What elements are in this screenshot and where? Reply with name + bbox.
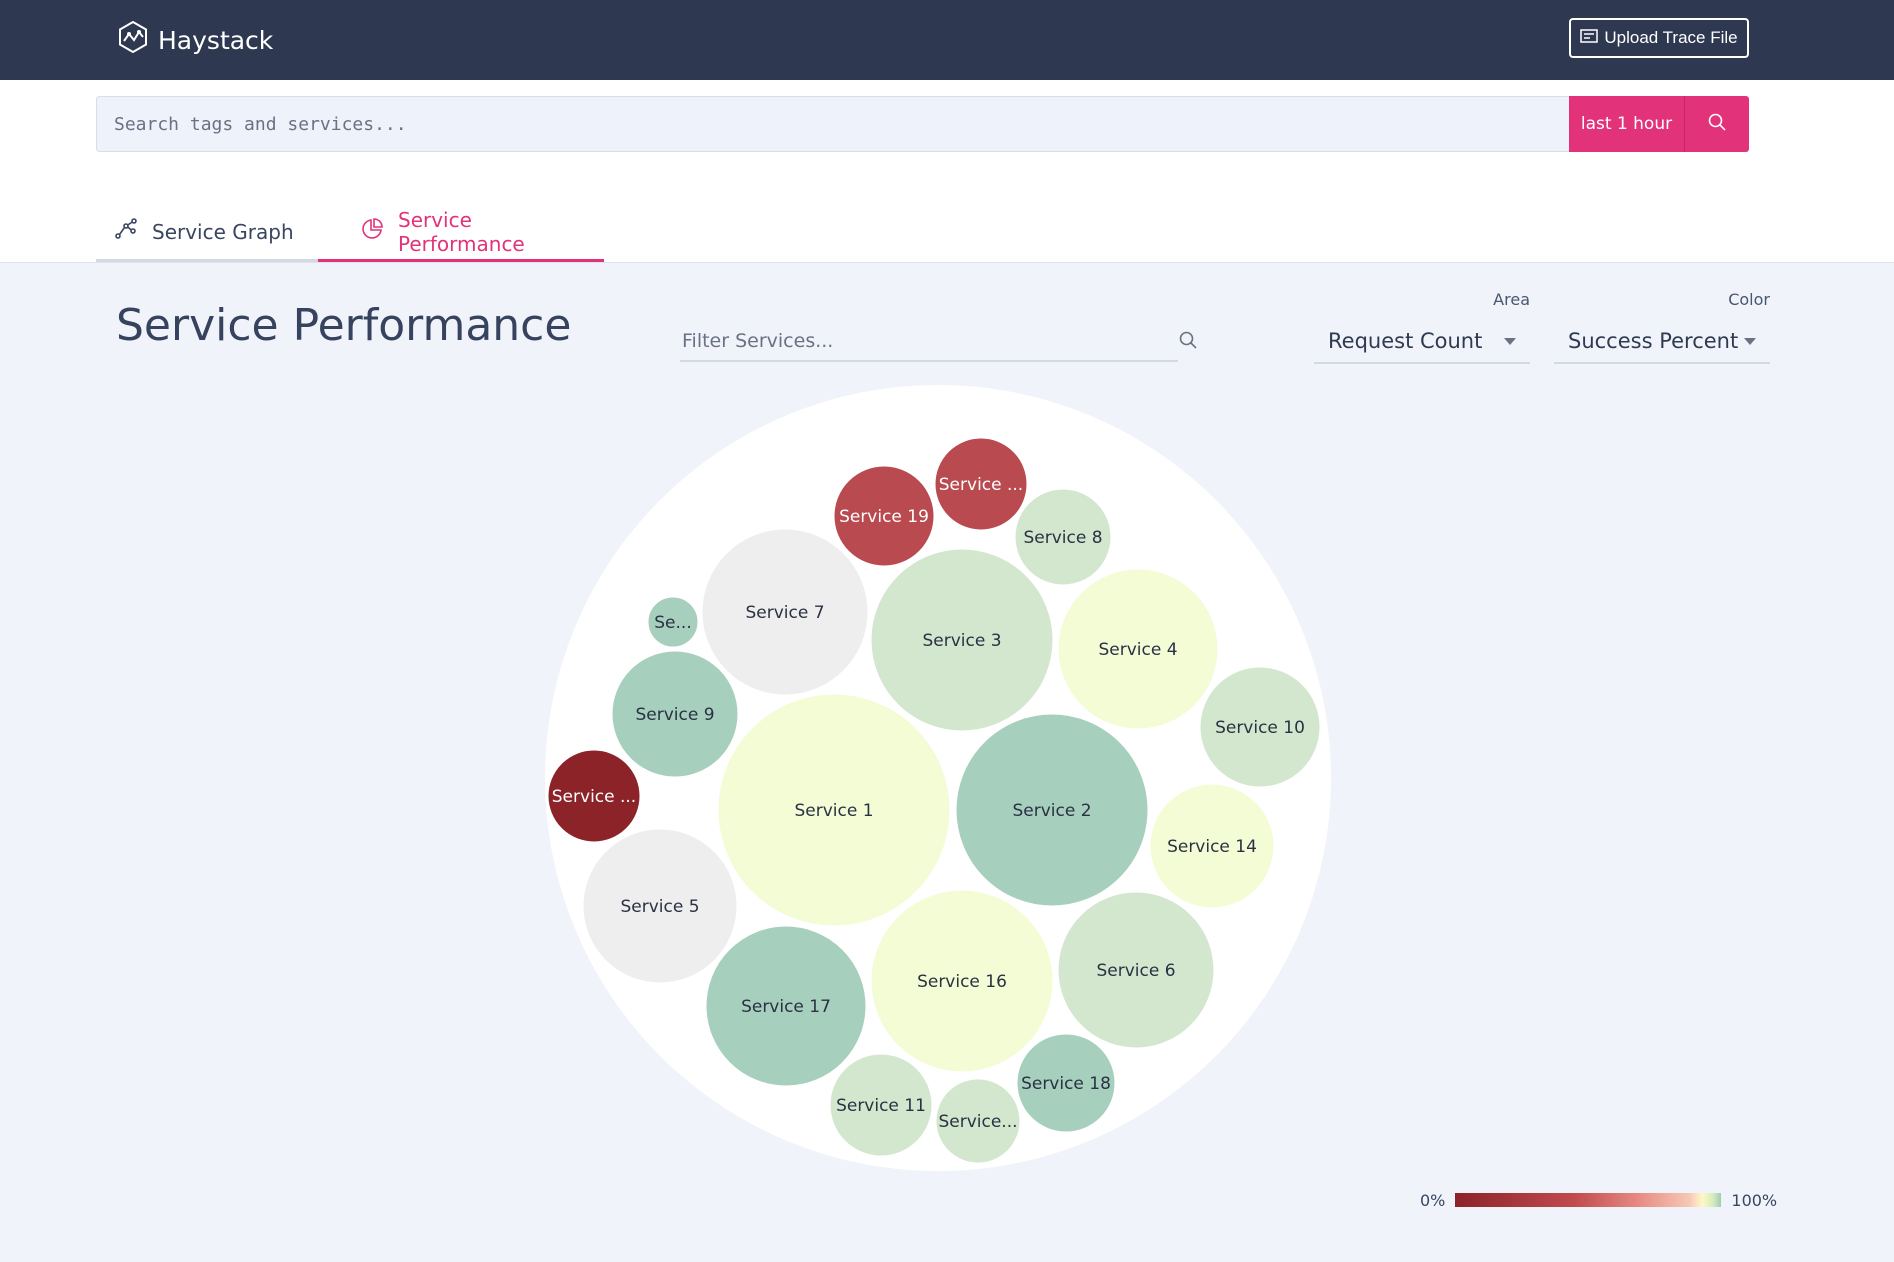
service-bubble-circle[interactable]	[870, 889, 1054, 1073]
universal-search-bar: last 1 hour	[96, 96, 1749, 152]
filter-services-input[interactable]	[680, 320, 1124, 362]
service-bubble-label: Service 10	[1215, 718, 1305, 738]
tab-service-performance[interactable]: Service Performance	[318, 204, 604, 262]
service-bubble[interactable]: Service 4	[1057, 568, 1219, 730]
haystack-logo-icon	[116, 20, 150, 60]
service-bubble[interactable]: Service 1	[717, 693, 951, 927]
search-submit-button[interactable]	[1685, 96, 1749, 152]
graph-icon	[114, 217, 138, 246]
legend-max-label: 100%	[1731, 1190, 1778, 1210]
service-bubble-label: Service 11	[836, 1096, 926, 1116]
service-bubble-label: Service 8	[1023, 528, 1102, 548]
filter-services	[680, 320, 1197, 362]
service-bubble-label: Service 16	[917, 972, 1007, 992]
service-bubble[interactable]: Service 7	[701, 528, 869, 696]
service-bubble-label: Service 7	[745, 603, 824, 623]
service-bubble-circle[interactable]	[870, 548, 1054, 732]
service-bubble-label: Service 18	[1021, 1074, 1111, 1094]
service-bubble-circle[interactable]	[705, 925, 867, 1087]
service-bubble-circle[interactable]	[1057, 891, 1215, 1049]
service-bubble[interactable]: Service 5	[582, 828, 738, 984]
service-bubble-label: Service 4	[1098, 640, 1177, 660]
service-bubble-circle[interactable]	[582, 828, 738, 984]
service-bubble-circle[interactable]	[701, 528, 869, 696]
service-bubble-label: Service...	[938, 1112, 1017, 1132]
service-bubble-label: Service 6	[1096, 961, 1175, 981]
pie-chart-icon	[360, 217, 384, 246]
color-select-value: Success Percent	[1568, 329, 1739, 353]
service-bubble[interactable]: Service 3	[870, 548, 1054, 732]
area-select[interactable]: Request Count	[1314, 320, 1530, 364]
service-bubble-circle[interactable]	[547, 749, 641, 843]
service-bubble-label: Service ...	[552, 787, 636, 807]
service-bubble[interactable]: Service 18	[1016, 1033, 1116, 1133]
service-bubble-circle[interactable]	[611, 650, 739, 778]
color-select[interactable]: Success Percent	[1554, 320, 1770, 364]
area-select-group: Area Request Count	[1314, 290, 1530, 364]
service-bubble[interactable]: Service 17	[705, 925, 867, 1087]
search-icon	[1707, 112, 1727, 136]
service-bubble-label: Service 2	[1012, 801, 1091, 821]
service-bubble[interactable]: Service 6	[1057, 891, 1215, 1049]
service-bubble-circle[interactable]	[1199, 666, 1321, 788]
service-bubble[interactable]: Service 2	[955, 713, 1149, 907]
brand-logo[interactable]: Haystack	[116, 20, 273, 60]
chevron-down-icon	[1504, 337, 1516, 345]
service-bubble[interactable]: Service 16	[870, 889, 1054, 1073]
area-caption: Area	[1493, 290, 1530, 309]
time-range-button[interactable]: last 1 hour	[1569, 96, 1685, 152]
service-bubble-circle[interactable]	[1014, 488, 1112, 586]
color-caption: Color	[1728, 290, 1770, 309]
service-bubble-label: Service 9	[635, 705, 714, 725]
service-bubble[interactable]: Service 14	[1149, 783, 1275, 909]
tab-service-performance-label: Service Performance	[398, 207, 525, 256]
brand-name: Haystack	[158, 25, 274, 55]
service-bubble-circle[interactable]	[1016, 1033, 1116, 1133]
service-bubble-circle[interactable]	[934, 437, 1028, 531]
service-bubble[interactable]: Service ...	[547, 749, 641, 843]
tab-service-graph[interactable]: Service Graph	[96, 204, 318, 262]
color-legend: 0% 100%	[1420, 1188, 1777, 1212]
service-bubble-label: Service 19	[839, 507, 929, 527]
service-bubble[interactable]: Service 8	[1014, 488, 1112, 586]
service-bubble-circle[interactable]	[955, 713, 1149, 907]
page-title: Service Performance	[116, 300, 572, 351]
search-input[interactable]	[97, 97, 1567, 151]
area-select-value: Request Count	[1328, 329, 1483, 353]
chevron-down-icon	[1744, 337, 1756, 345]
service-bubble-circle[interactable]	[1057, 568, 1219, 730]
service-bubble-label: Service 14	[1167, 837, 1257, 857]
upload-file-icon	[1580, 28, 1599, 48]
legend-min-label: 0%	[1420, 1190, 1446, 1210]
color-select-group: Color Success Percent	[1554, 290, 1770, 364]
service-bubble-circle[interactable]	[833, 465, 935, 567]
service-bubble[interactable]: Service 19	[833, 465, 935, 567]
service-bubble-label: Service 5	[620, 897, 699, 917]
service-bubble[interactable]: Service ...	[934, 437, 1028, 531]
service-bubble-circle[interactable]	[1149, 783, 1275, 909]
upload-trace-label: Upload Trace File	[1604, 28, 1738, 47]
service-bubble[interactable]: Service 10	[1199, 666, 1321, 788]
service-bubble-label: Service 17	[741, 997, 831, 1017]
legend-gradient-bar	[1455, 1193, 1722, 1207]
service-bubble[interactable]: Service 9	[611, 650, 739, 778]
search-band: last 1 hour Service Graph Service Perfor…	[0, 80, 1894, 263]
service-bubble[interactable]: Service...	[935, 1078, 1021, 1164]
service-bubble[interactable]: Service 11	[829, 1053, 933, 1157]
service-bubble-label: Service 3	[922, 631, 1001, 651]
service-bubble[interactable]: Se...	[647, 596, 699, 648]
top-navbar: Haystack Upload Trace File	[0, 0, 1894, 80]
tab-service-graph-label: Service Graph	[152, 219, 294, 244]
service-bubble-circle[interactable]	[829, 1053, 933, 1157]
service-bubble-label: Service ...	[939, 475, 1023, 495]
service-bubble-circle[interactable]	[717, 693, 951, 927]
service-bubble-label: Se...	[654, 613, 691, 633]
service-bubble-circle[interactable]	[647, 596, 699, 648]
view-tabs: Service Graph Service Performance	[96, 204, 604, 262]
service-bubble-circle[interactable]	[935, 1078, 1021, 1164]
service-bubble-label: Service 1	[794, 801, 873, 821]
upload-trace-button[interactable]: Upload Trace File	[1569, 18, 1749, 58]
